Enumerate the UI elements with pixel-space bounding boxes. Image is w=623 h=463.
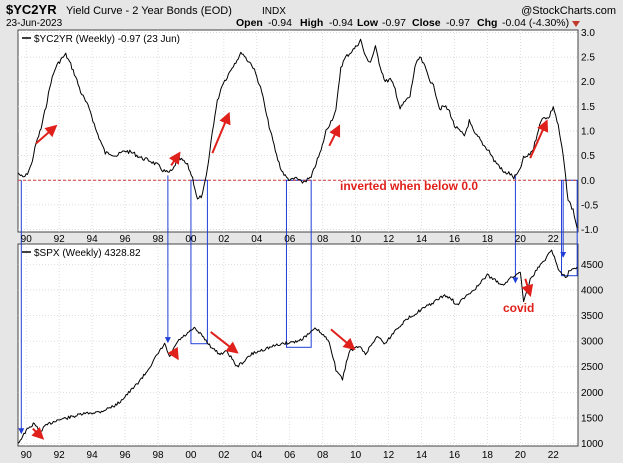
header-ohlc: Open -0.94 High -0.94 Low -0.97 Close -0… [236,17,580,29]
header-symbol: $YC2YR [6,2,57,17]
yield-trend-arrow [211,111,231,154]
spx-xtick-label: 92 [54,450,66,461]
ohlc-close-label: Close [412,17,441,29]
yield-ytick-label: -1.0 [581,225,599,236]
ohlc-low-value: -0.97 [382,17,406,29]
yield-xtick-label: 10 [350,234,362,245]
axis-layer: 90 90 92 92 94 94 96 96 98 98 00 00 02 02 04 04 06 06 08 08… [21,28,604,461]
spx-xtick-label: 06 [284,450,296,461]
yield-xtick-label: 18 [482,234,494,245]
spx-xtick-label: 90 [21,450,33,461]
spx-xtick-label: 02 [218,450,230,461]
yield-ytick-label: -0.5 [581,200,599,211]
spx-xtick-label: 00 [185,450,197,461]
yield-xtick-label: 16 [449,234,461,245]
spx-panel [17,243,579,447]
ohlc-high-value: -0.94 [329,17,353,29]
ohlc-close-value: -0.97 [446,17,470,29]
spx-ytick-label: 1500 [581,413,604,424]
ohlc-chg-value: -0.04 (-4.30%) [502,17,569,29]
yield-xtick-label: 02 [218,234,230,245]
yield-trend-arrow [168,151,181,167]
yield-ytick-label: 1.5 [581,102,595,113]
spx-xtick-label: 14 [416,450,428,461]
triangle-down-icon [572,21,580,27]
spx-xtick-label: 12 [383,450,395,461]
spx-ytick-label: 3000 [581,337,604,348]
yield-xtick-label: 12 [383,234,395,245]
yield-xtick-label: 92 [54,234,66,245]
ohlc-open-value: -0.94 [268,17,292,29]
ohlc-chg-label: Chg [477,17,497,29]
spx-legend: $SPX (Weekly) 4328.82 [34,248,141,259]
yield-trend-arrow [35,124,58,145]
spx-xtick-label: 94 [87,450,99,461]
ohlc-low-label: Low [357,17,379,29]
yield-xtick-label: 06 [284,234,296,245]
header-exchange: INDX [262,6,286,17]
header-date: 23-Jun-2023 [6,18,63,29]
spx-xtick-label: 20 [515,450,527,461]
spx-ytick-label: 2000 [581,388,604,399]
yield-xtick-label: 98 [152,234,164,245]
spx-xtick-label: 18 [482,450,494,461]
spx-xtick-label: 22 [548,450,560,461]
yield-xtick-label: 04 [251,234,263,245]
spx-trend-arrow [31,427,45,440]
spx-trend-arrow [210,331,239,354]
trend-arrows [31,111,549,440]
yield-xtick-label: 14 [416,234,428,245]
yield-ytick-label: 0.0 [581,176,595,187]
spx-xtick-label: 98 [152,450,164,461]
spx-ytick-label: 4500 [581,260,604,271]
spx-trend-arrow [167,346,179,361]
yield-ytick-label: 2.0 [581,77,595,88]
yield-ytick-label: 1.0 [581,127,595,138]
yield-trend-arrow [529,119,549,159]
spx-series-line [17,249,578,444]
spx-xtick-label: 04 [251,450,263,461]
yield-xtick-label: 00 [185,234,197,245]
yield-xtick-label: 20 [515,234,527,245]
spx-ytick-label: 2500 [581,362,604,373]
ohlc-high-label: High [300,17,323,29]
spx-ytick-label: 1000 [581,439,604,450]
spx-trend-arrow [330,328,356,351]
yield-xtick-label: 90 [21,234,33,245]
covid-annotation: covid [503,301,534,315]
yield-trend-arrow [328,124,341,147]
spx-xtick-label: 16 [449,450,461,461]
header-description: Yield Curve - 2 Year Bonds (EOD) [66,5,232,17]
spx-ytick-label: 4000 [581,286,604,297]
spx-xtick-label: 08 [317,450,329,461]
spx-xtick-label: 10 [350,450,362,461]
yield-legend: $YC2YR (Weekly) -0.97 (23 Jun) [34,34,180,45]
ohlc-open-label: Open [236,17,263,29]
yield-xtick-label: 94 [87,234,99,245]
yield-ytick-label: 2.5 [581,53,595,64]
inverted-annotation: inverted when below 0.0 [340,179,478,193]
spx-xtick-label: 96 [119,450,131,461]
header-watermark: @StockCharts.com [521,5,616,17]
yield-xtick-label: 08 [317,234,329,245]
yield-ytick-label: 3.0 [581,28,595,39]
yield-xtick-label: 22 [548,234,560,245]
yield-ytick-label: 0.5 [581,151,595,162]
yield-series-line [17,38,578,229]
spx-trend-arrow [521,278,534,298]
series-layer [17,38,578,444]
yield-xtick-label: 96 [119,234,131,245]
spx-ytick-label: 3500 [581,311,604,322]
